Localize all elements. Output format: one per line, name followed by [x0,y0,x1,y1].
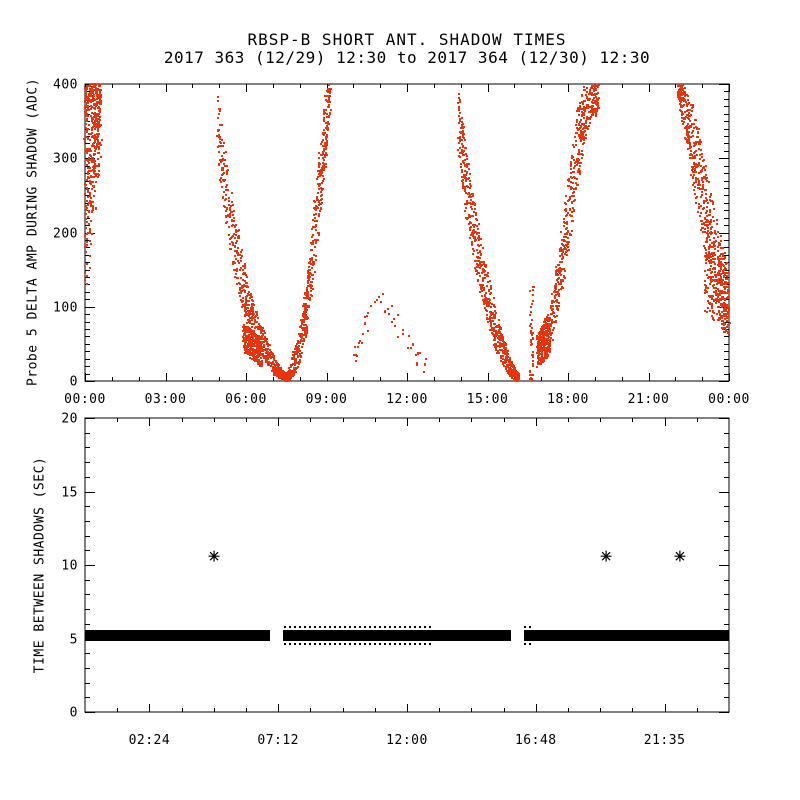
plot-title: RBSP-B SHORT ANT. SHADOW TIMES [247,30,567,49]
tick-label: 12:00 [386,392,428,407]
top-panel-tick-labels: 00:00 03:00 06:00 09:00 12:00 15:00 18:00 21:00… [53,78,750,408]
tick-label: 03:00 [145,392,187,407]
tick-label: 0 [70,706,78,721]
outlier-asterisks [208,550,686,562]
tick-label: 21:35 [644,733,686,748]
tick-label: 00:00 [708,392,750,407]
top-panel-scatter [83,83,731,382]
tick-label: 400 [53,78,78,93]
tick-label: 16:48 [515,733,557,748]
band-segment [85,630,270,641]
tick-label: 21:00 [628,392,670,407]
tick-label: 07:12 [257,733,299,748]
asterisk-marker [674,550,686,562]
tick-label: 15:00 [467,392,509,407]
tick-label: 02:24 [129,733,171,748]
top-panel-box [84,83,730,382]
tick-label: 100 [53,301,78,316]
tick-label: 12:00 [386,733,428,748]
tick-label: 00:00 [64,392,106,407]
tick-label: 200 [53,227,78,242]
tick-label: 20 [61,412,78,427]
shadow-interval-band [85,626,729,645]
tick-label: 10 [61,559,78,574]
asterisk-marker [208,550,220,562]
tick-label: 15 [61,486,78,501]
tick-label: 0 [70,375,78,390]
bottom-panel-axes [84,417,730,713]
bottom-panel-box [84,417,730,713]
bottom-panel-tick-labels: 02:24 07:12 12:00 16:48 21:35 0 5 10 15 20 [61,412,685,749]
tick-label: 5 [70,633,78,648]
top-panel-axes [84,83,730,382]
tick-label: 300 [53,152,78,167]
tick-label: 09:00 [306,392,348,407]
asterisk-marker [600,550,612,562]
band-segment [283,630,511,641]
band-segment [524,630,729,641]
tick-label: 18:00 [547,392,589,407]
tick-label: 06:00 [225,392,267,407]
plot-subtitle: 2017 363 (12/29) 12:30 to 2017 364 (12/3… [163,48,651,67]
